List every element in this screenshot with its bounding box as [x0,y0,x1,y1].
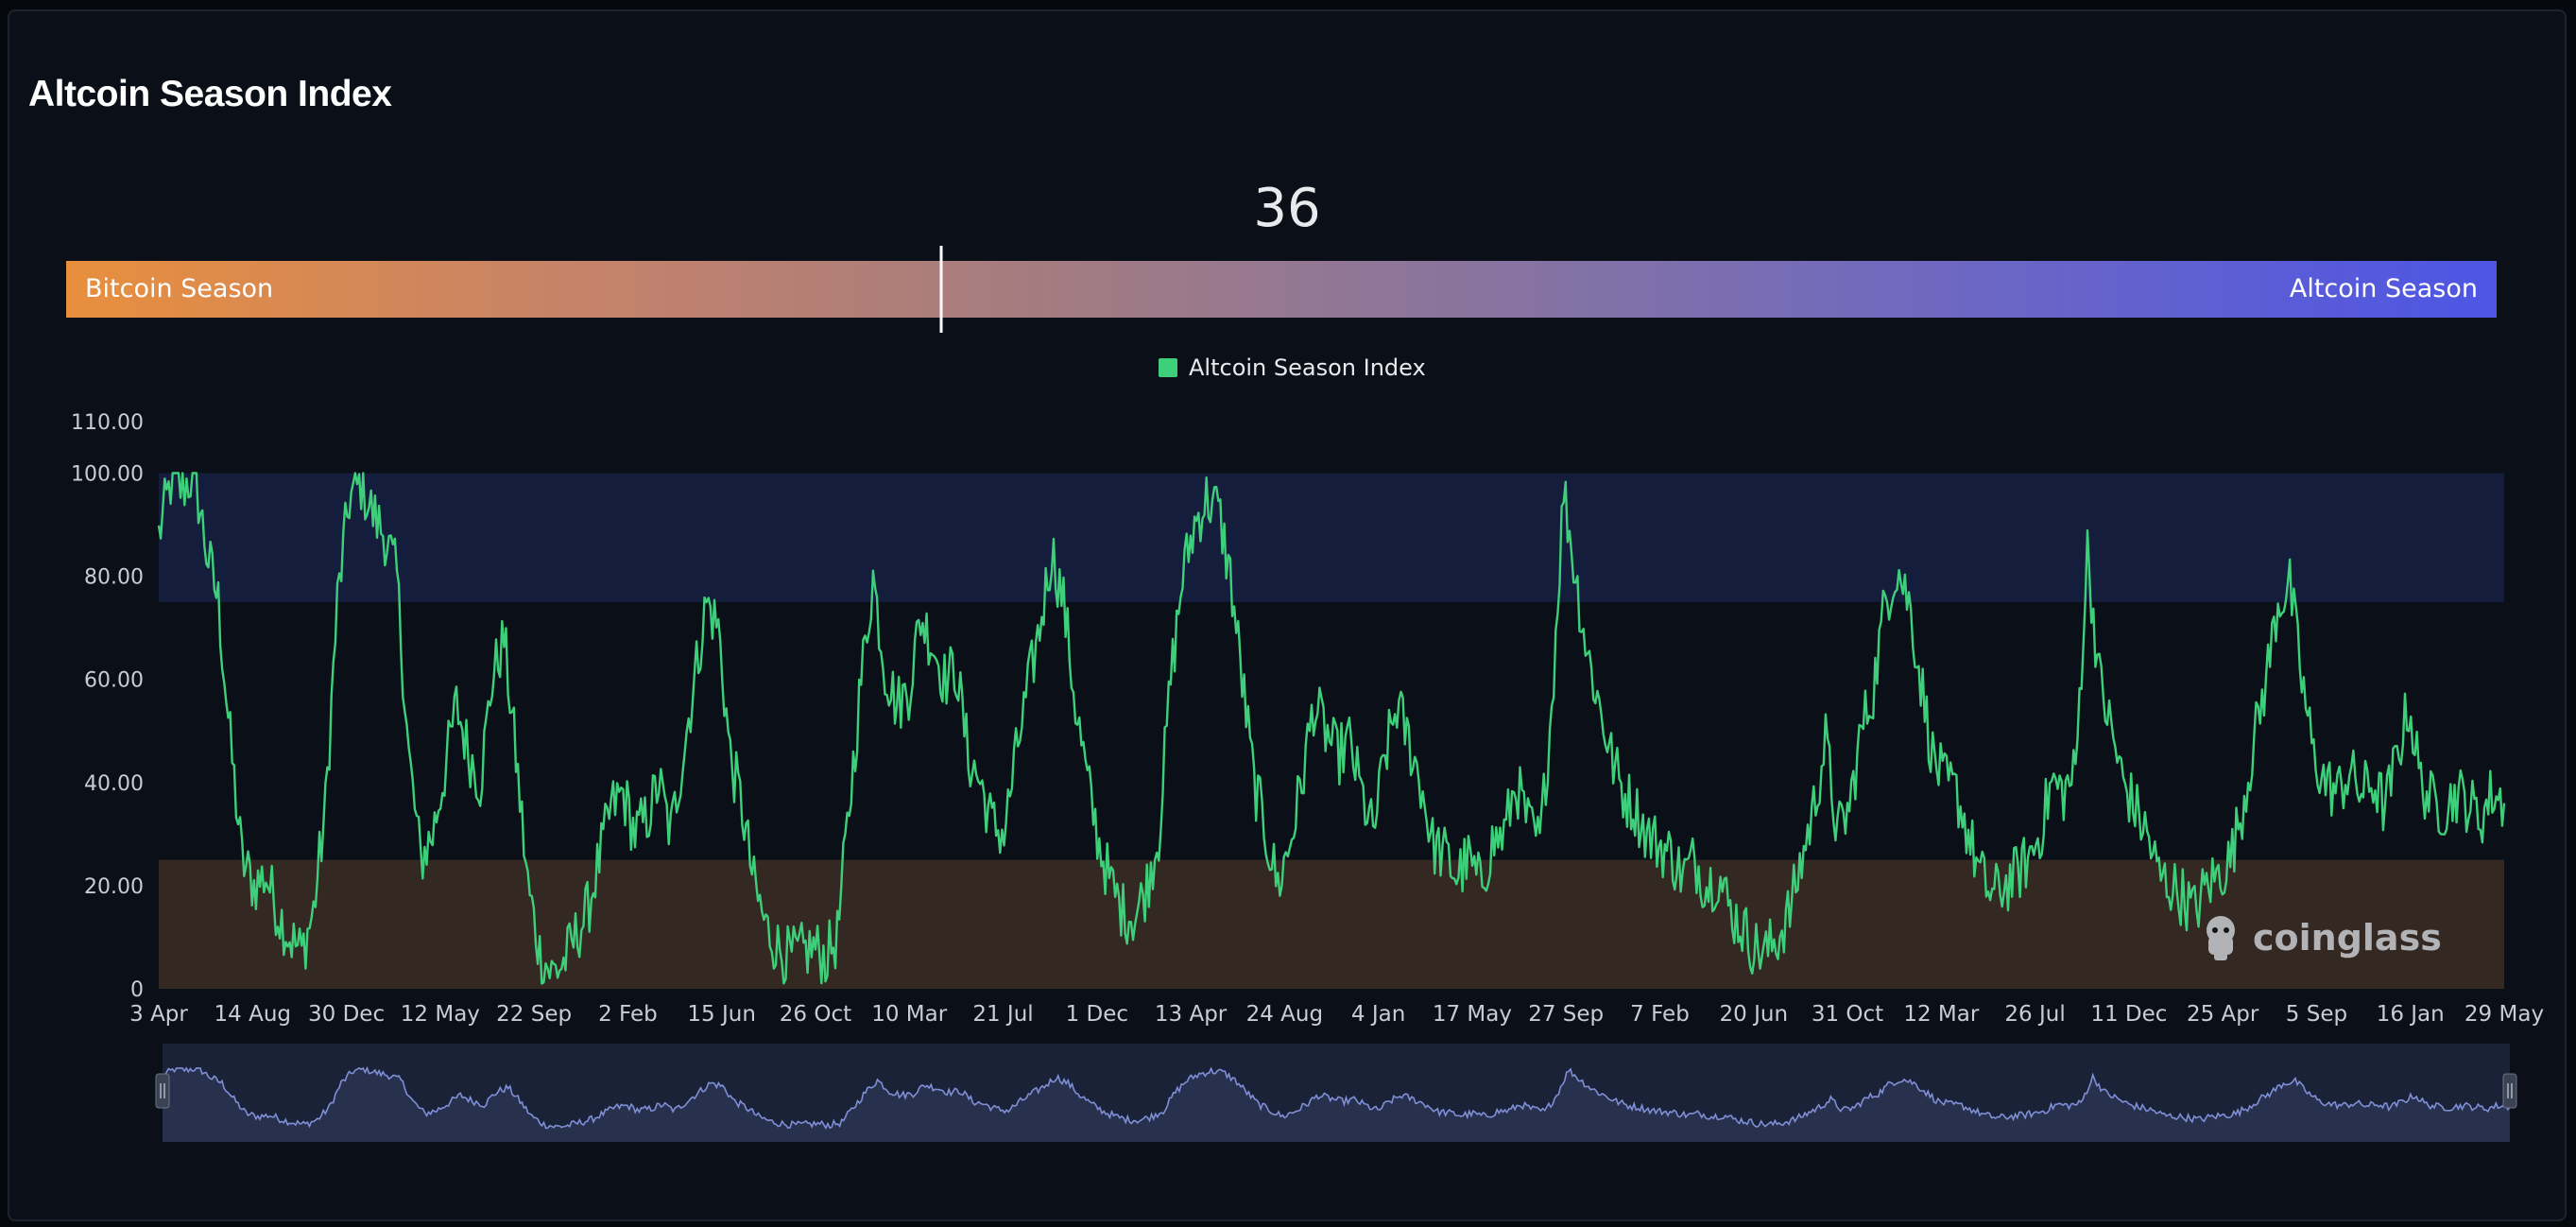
navigator-left-handle[interactable] [155,1073,170,1109]
x-tick-label: 25 Apr [2187,1002,2259,1027]
x-tick-label: 12 Mar [1903,1002,1980,1027]
gauge-marker [939,246,943,333]
x-tick-label: 3 Apr [129,1002,188,1027]
y-axis: 0 20.00 40.00 60.00 80.00 100.00 110.00 [71,411,144,1002]
page-title: Altcoin Season Index [28,74,392,114]
x-tick-label: 27 Sep [1528,1002,1604,1027]
altcoin-season-label: Altcoin Season [2289,274,2478,303]
y-tick-label: 40.00 [84,772,144,796]
x-tick-label: 7 Feb [1630,1002,1690,1027]
altcoin-season-index-line [157,472,2506,985]
x-tick-label: 2 Feb [598,1002,658,1027]
x-tick-label: 4 Jan [1351,1002,1405,1027]
x-tick-label: 29 May [2464,1002,2544,1027]
series-layer [157,472,2506,985]
x-tick-label: 30 Dec [308,1002,385,1027]
y-tick-label: 0 [130,978,144,1002]
x-tick-label: 26 Oct [780,1002,851,1027]
y-tick-label: 20.00 [84,875,144,899]
altcoin-zone-band [159,473,2504,602]
x-tick-label: 14 Aug [215,1002,292,1027]
bitcoin-zone-band [159,859,2504,989]
range-navigator[interactable] [0,1030,2576,1153]
x-tick-label: 17 May [1433,1002,1512,1027]
y-tick-label: 110.00 [71,411,144,435]
x-axis: 3 Apr 14 Aug 30 Dec 12 May 22 Sep 2 Feb 15 Jun… [129,1002,2544,1027]
coinglass-logo-icon [2207,916,2235,960]
coinglass-watermark: coinglass [2198,913,2442,962]
x-tick-label: 10 Mar [871,1002,948,1027]
x-tick-label: 21 Jul [972,1002,1033,1027]
x-tick-label: 1 Dec [1066,1002,1128,1027]
chart-legend[interactable]: Altcoin Season Index [1159,354,1426,382]
y-tick-label: 100.00 [71,463,144,487]
chart-card [8,9,2567,1221]
legend-swatch-icon [1159,358,1177,377]
line-chart: 0 20.00 40.00 60.00 80.00 100.00 110.00 3 Apr 1… [71,411,2544,1027]
x-tick-label: 16 Jan [2377,1002,2445,1027]
x-tick-label: 22 Sep [496,1002,572,1027]
season-gauge-bar: Bitcoin Season Altcoin Season [66,246,2497,333]
bitcoin-season-label: Bitcoin Season [85,274,274,303]
navigator-line [162,1065,2511,1131]
x-tick-label: 5 Sep [2286,1002,2347,1027]
x-tick-label: 15 Jun [687,1002,756,1027]
x-tick-label: 20 Jun [1720,1002,1789,1027]
x-tick-label: 24 Aug [1246,1002,1324,1027]
watermark-text: coinglass [2253,917,2442,959]
x-tick-label: 11 Dec [2090,1002,2167,1027]
navigator-right-handle[interactable] [2502,1073,2517,1109]
y-tick-label: 60.00 [84,669,144,693]
y-tick-label: 80.00 [84,566,144,590]
zone-bands [159,473,2504,989]
legend-label: Altcoin Season Index [1189,354,1426,381]
x-tick-label: 13 Apr [1155,1002,1228,1027]
gauge-value: 36 [1253,178,1321,239]
x-tick-label: 31 Oct [1812,1002,1883,1027]
navigator-area [163,1067,2510,1142]
navigator-series [162,1065,2511,1142]
x-tick-label: 26 Jul [2004,1002,2065,1027]
x-tick-label: 12 May [401,1002,480,1027]
